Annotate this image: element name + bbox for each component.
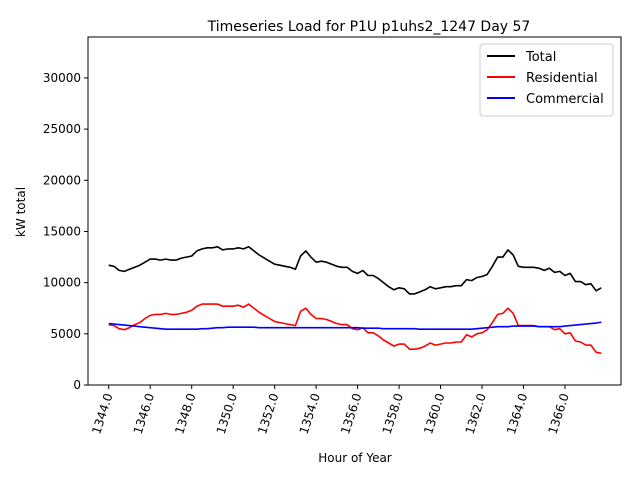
plot-frame [87,36,622,386]
y-tick-label: 30000 [43,71,81,85]
y-tick-label: 0 [73,378,81,392]
y-axis-ticks: 0 5000 10000 15000 20000 25000 30000 [43,71,88,392]
legend-label-commercial: Commercial [526,92,604,107]
y-tick-label: 20000 [43,173,81,187]
legend: Total Residential Commercial [479,43,614,117]
y-tick-label: 5000 [50,327,81,341]
series-line-total [108,246,602,295]
y-tick-label: 25000 [43,122,81,136]
series-line-commercial [108,321,602,331]
legend-label-total: Total [525,50,556,65]
series-lines [108,246,602,355]
legend-label-residential: Residential [526,71,598,86]
y-tick-label: 15000 [43,224,81,238]
x-axis-label: Hour of Year [318,451,392,465]
chart-title: Timeseries Load for P1U p1uhs2_1247 Day … [207,19,531,35]
y-tick-label: 10000 [43,276,81,290]
y-axis-label: kW total [14,187,28,237]
